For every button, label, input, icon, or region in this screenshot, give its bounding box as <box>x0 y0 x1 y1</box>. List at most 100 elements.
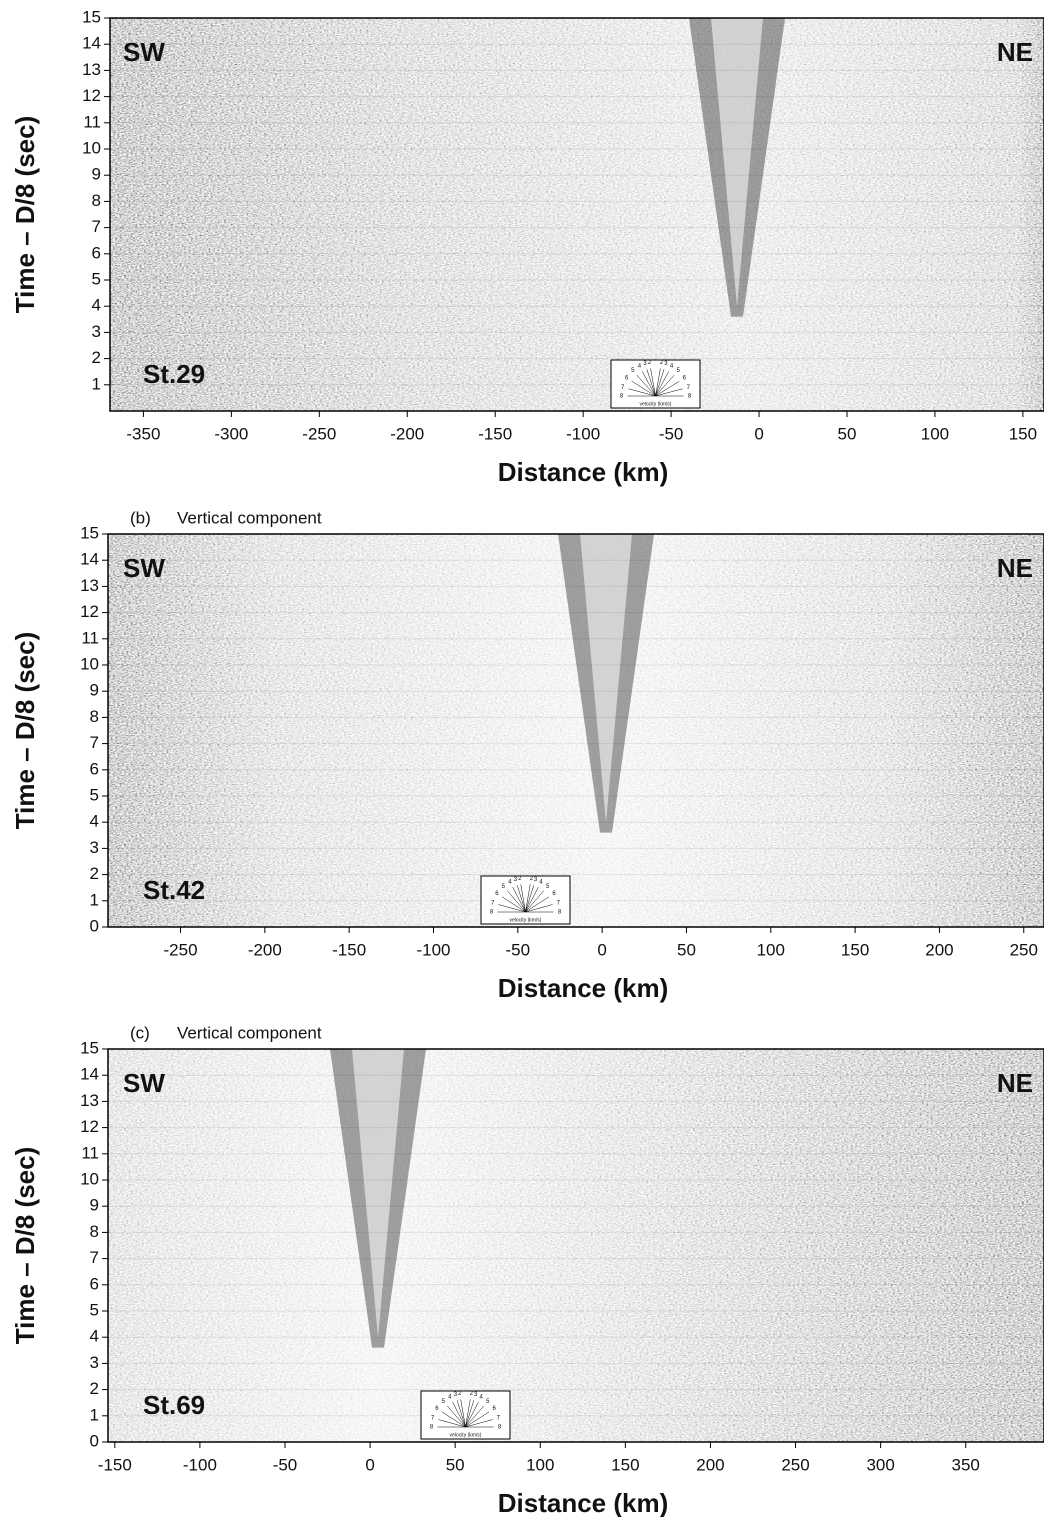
velocity-label: 5 <box>502 884 506 890</box>
y-tick-label: 2 <box>92 348 101 367</box>
region-label: NE <box>997 37 1033 67</box>
velocity-line <box>655 381 680 397</box>
velocity-line <box>452 1402 466 1428</box>
x-tick-label: -100 <box>416 940 450 959</box>
y-tick-label: 9 <box>92 165 101 184</box>
x-axis-label: Distance (km) <box>498 457 669 487</box>
y-tick-label: 15 <box>80 523 99 542</box>
x-tick-label: -50 <box>506 940 531 959</box>
y-tick-label: 10 <box>82 138 101 157</box>
y-tick-label: 1 <box>92 374 101 393</box>
plot-frame <box>109 17 1044 412</box>
velocity-line <box>520 884 526 913</box>
velocity-label: 2 <box>648 360 652 366</box>
y-tick-label: 3 <box>90 838 99 857</box>
panel-subtitle: Vertical component <box>177 508 322 527</box>
station-label: St.42 <box>143 875 205 905</box>
plot-frame <box>107 533 1044 928</box>
velocity-line <box>655 368 661 397</box>
y-tick-label: 7 <box>90 733 99 752</box>
y-tick-label: 5 <box>92 269 101 288</box>
velocity-line <box>456 1400 466 1428</box>
velocity-label: 5 <box>442 1399 446 1405</box>
velocity-label: 2 <box>518 876 522 882</box>
velocity-line <box>441 1411 466 1428</box>
velocity-label: 3 <box>474 1392 478 1398</box>
velocity-line <box>438 1419 466 1428</box>
inset-box <box>480 875 571 925</box>
x-tick-label: -50 <box>659 424 684 443</box>
velocity-line <box>525 884 531 913</box>
velocity-line <box>460 1399 466 1428</box>
inset-label: velocity (km/s) <box>510 917 542 923</box>
y-tick-label: 1 <box>90 890 99 909</box>
y-tick-label: 8 <box>90 707 99 726</box>
x-tick-label: -200 <box>248 940 282 959</box>
velocity-label: 3 <box>454 1392 458 1398</box>
velocity-label: 7 <box>687 385 691 391</box>
inset-box <box>610 359 701 409</box>
y-tick-label: 2 <box>90 864 99 883</box>
inset-label: velocity (km/s) <box>640 401 672 407</box>
x-tick-label: 0 <box>597 940 606 959</box>
velocity-line <box>628 388 656 397</box>
x-axis-label: Distance (km) <box>498 973 669 1003</box>
velocity-line <box>525 885 535 913</box>
y-tick-label: 4 <box>90 812 99 831</box>
region-label: NE <box>997 553 1033 583</box>
y-tick-label: 10 <box>80 654 99 673</box>
velocity-label: 7 <box>497 1416 501 1422</box>
velocity-label: 7 <box>621 385 625 391</box>
x-tick-label: 100 <box>757 940 785 959</box>
y-tick-label: 9 <box>90 681 99 700</box>
velocity-label: 2 <box>530 876 534 882</box>
velocity-line <box>655 388 683 397</box>
velocity-line <box>646 369 656 397</box>
velocity-label: 4 <box>670 364 674 370</box>
y-tick-label: 10 <box>80 1169 99 1188</box>
y-tick-label: 11 <box>83 112 101 131</box>
y-tick-label: 14 <box>80 550 99 569</box>
velocity-label: 5 <box>546 884 550 890</box>
x-tick-label: 100 <box>921 424 949 443</box>
velocity-line <box>525 896 550 913</box>
velocity-label: 4 <box>448 1394 452 1400</box>
velocity-line <box>655 374 675 397</box>
seismic-fade <box>110 18 1044 411</box>
y-tick-label: 6 <box>90 1274 99 1293</box>
velocity-line <box>465 1419 493 1428</box>
x-tick-label: 0 <box>365 1455 374 1474</box>
y-tick-label: 12 <box>80 602 99 621</box>
x-tick-label: -150 <box>478 424 512 443</box>
x-tick-label: -100 <box>183 1455 217 1474</box>
y-tick-label: 5 <box>90 785 99 804</box>
x-tick-label: 300 <box>866 1455 894 1474</box>
x-tick-label: 150 <box>1009 424 1037 443</box>
region-label: NE <box>997 1068 1033 1098</box>
velocity-line <box>465 1411 490 1428</box>
y-tick-label: 6 <box>90 759 99 778</box>
y-axis-label: Time – D/8 (sec) <box>10 116 40 314</box>
seismic-fade <box>108 1049 1044 1442</box>
x-tick-label: 0 <box>754 424 763 443</box>
velocity-label: 3 <box>664 361 668 367</box>
velocity-label: 2 <box>458 1391 462 1397</box>
y-tick-label: 14 <box>82 34 101 53</box>
velocity-label: 4 <box>539 879 543 885</box>
y-tick-label: 3 <box>92 322 101 341</box>
velocity-label: 6 <box>495 891 499 897</box>
velocity-line <box>650 368 656 397</box>
y-tick-label: 0 <box>90 1431 99 1450</box>
velocity-label: 3 <box>643 361 647 367</box>
x-tick-label: 250 <box>1010 940 1038 959</box>
y-tick-label: 14 <box>80 1065 99 1084</box>
y-tick-label: 4 <box>92 296 101 315</box>
y-tick-label: 12 <box>82 86 101 105</box>
x-tick-label: 50 <box>446 1455 465 1474</box>
velocity-line <box>525 890 544 913</box>
y-tick-label: 3 <box>90 1353 99 1372</box>
x-tick-label: 200 <box>925 940 953 959</box>
velocity-label: 3 <box>534 877 538 883</box>
